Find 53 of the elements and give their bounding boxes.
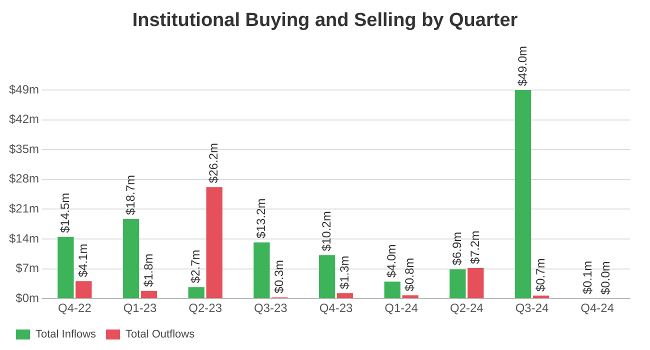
- x-tick-label: Q4-23: [319, 301, 354, 316]
- data-label: $10.2m: [319, 211, 334, 252]
- chart-title: Institutional Buying and Selling by Quarter: [131, 9, 519, 33]
- x-tick-label: Q4-24: [580, 301, 614, 316]
- x-tick-label: Q3-23: [254, 301, 288, 316]
- bar: [206, 187, 222, 298]
- bar: [188, 287, 204, 298]
- data-label: $0.8m: [402, 258, 417, 292]
- legend-label: Total Outflows: [126, 328, 196, 341]
- bar: [402, 295, 418, 298]
- y-tick-label: $14m: [8, 231, 40, 246]
- data-label: $0.1m: [580, 260, 595, 294]
- x-tick-label: Q2-24: [450, 301, 484, 316]
- bar: [450, 269, 466, 298]
- x-tick-label: Q1-24: [384, 301, 418, 316]
- data-label: $0.3m: [272, 260, 286, 294]
- data-label: $0.0m: [598, 261, 613, 295]
- x-tick-label: Q2-23: [188, 301, 222, 316]
- x-tick-label: Q1-23: [123, 301, 158, 316]
- y-tick-label: $21m: [8, 202, 40, 216]
- x-tick-label: Q4-22: [58, 301, 92, 316]
- x-tick-label: Q3-24: [515, 301, 549, 316]
- data-label: $13.2m: [254, 198, 268, 238]
- bar: [76, 281, 92, 298]
- bar: [318, 255, 336, 298]
- y-tick-label: $28m: [8, 172, 40, 186]
- legend-label: Total Inflows: [36, 328, 97, 341]
- data-label: $2.7m: [188, 250, 203, 284]
- bar: [468, 268, 484, 298]
- data-label: $4.1m: [76, 244, 90, 278]
- data-label: $1.3m: [337, 256, 352, 290]
- bar: [384, 282, 400, 298]
- bar: [532, 296, 550, 298]
- bar: [514, 90, 532, 298]
- y-tick-label: $35m: [8, 142, 40, 156]
- y-tick-label: $42m: [8, 112, 40, 126]
- y-tick-label: $49m: [8, 82, 40, 96]
- data-label: $14.5m: [58, 192, 72, 233]
- bar: [140, 290, 158, 298]
- bar: [254, 242, 270, 298]
- bar: [122, 218, 140, 298]
- data-label: $6.9m: [450, 232, 464, 266]
- y-tick-label: $7m: [16, 261, 40, 276]
- data-label: $18.7m: [123, 174, 138, 215]
- bar: [336, 293, 354, 298]
- data-label: $26.2m: [206, 143, 221, 184]
- y-tick-label: $0m: [16, 290, 40, 305]
- data-label: $49.0m: [515, 46, 530, 86]
- data-label: $1.8m: [141, 254, 156, 287]
- data-label: $4.0m: [384, 244, 399, 278]
- bar: [58, 236, 74, 298]
- data-label: $7.2m: [468, 230, 482, 264]
- data-label: $0.7m: [533, 258, 548, 292]
